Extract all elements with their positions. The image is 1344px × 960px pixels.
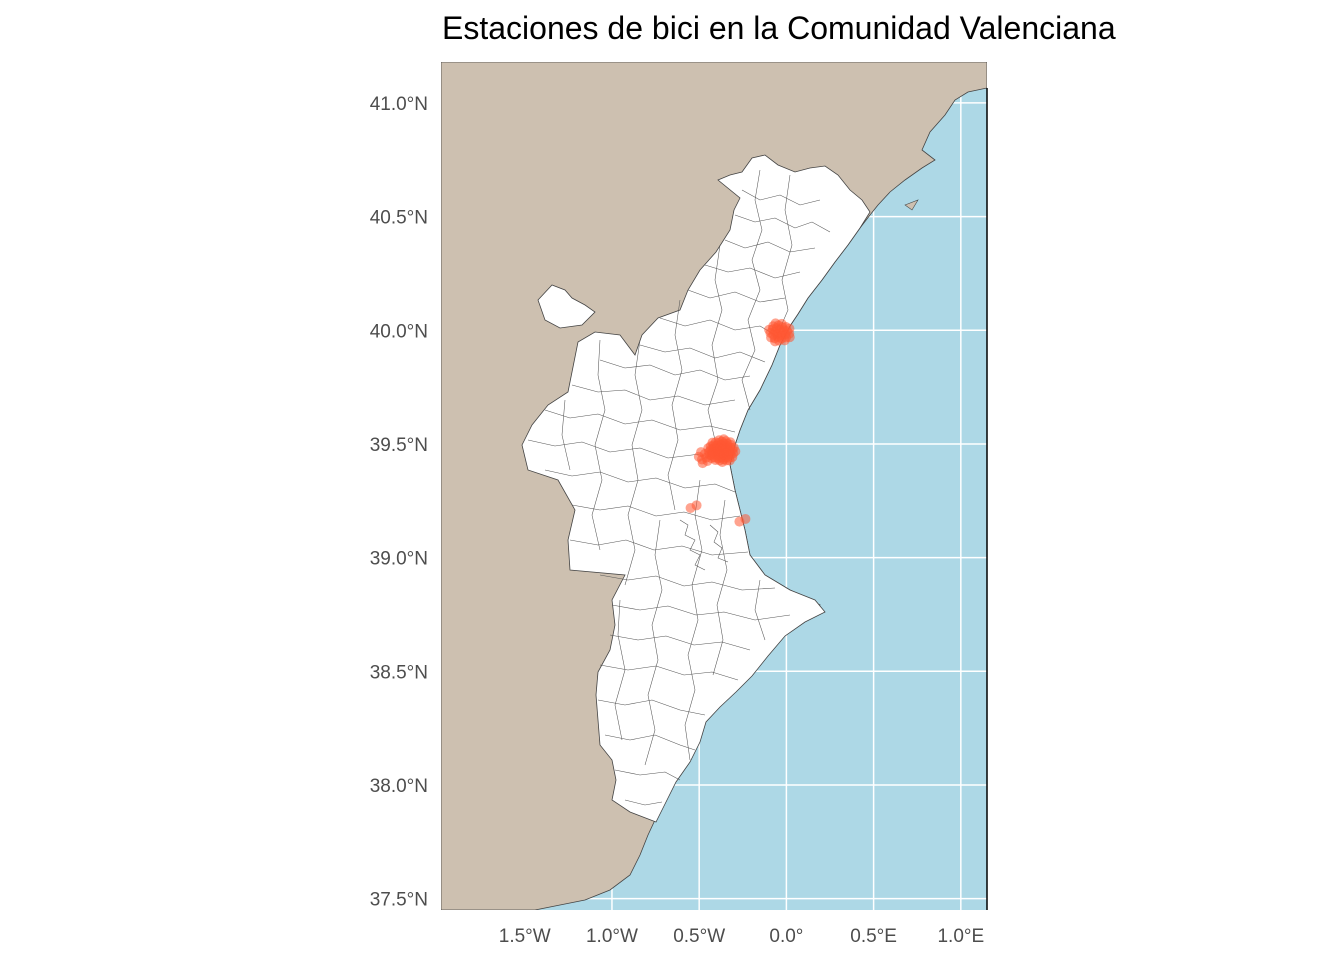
x-tick-label: 1.5°W bbox=[499, 926, 551, 947]
x-tick-label: 1.0°W bbox=[586, 926, 638, 947]
y-tick-label: 40.0°N bbox=[370, 321, 428, 342]
y-tick-label: 40.5°N bbox=[370, 208, 428, 229]
y-tick-label: 39.5°N bbox=[370, 435, 428, 456]
y-tick-label: 38.5°N bbox=[370, 662, 428, 683]
x-tick-label: 0.5°E bbox=[850, 926, 897, 947]
map-panel bbox=[441, 62, 987, 910]
station-point bbox=[734, 516, 745, 527]
station-point bbox=[784, 323, 795, 334]
station-point bbox=[770, 336, 781, 347]
station-point bbox=[685, 502, 696, 513]
x-axis: 1.5°W 1.0°W 0.5°W 0.0° 0.5°E 1.0°E bbox=[499, 926, 984, 947]
rincon-de-ademuz bbox=[537, 284, 596, 329]
map-title: Estaciones de bici en la Comunidad Valen… bbox=[442, 10, 1116, 46]
station-point bbox=[697, 458, 708, 469]
station-point bbox=[730, 446, 741, 457]
y-tick-label: 38.0°N bbox=[370, 776, 428, 797]
station-point bbox=[718, 434, 729, 445]
station-point bbox=[696, 447, 707, 458]
station-point bbox=[764, 324, 775, 335]
delta-island bbox=[904, 199, 919, 211]
x-tick-label: 0.0° bbox=[769, 926, 803, 947]
y-tick-label: 37.5°N bbox=[370, 890, 428, 911]
municipality-borders bbox=[527, 169, 831, 806]
station-point bbox=[704, 449, 715, 460]
station-point bbox=[724, 455, 735, 466]
station-layer bbox=[685, 318, 795, 527]
y-tick-label: 41.0°N bbox=[370, 94, 428, 115]
station-point bbox=[784, 332, 795, 343]
y-tick-label: 39.0°N bbox=[370, 549, 428, 570]
x-tick-label: 1.0°E bbox=[937, 926, 984, 947]
station-point bbox=[770, 318, 781, 329]
y-axis: 41.0°N 40.5°N 40.0°N 39.5°N 39.0°N 38.5°N 38.0… bbox=[370, 94, 428, 911]
x-tick-label: 0.5°W bbox=[673, 926, 725, 947]
